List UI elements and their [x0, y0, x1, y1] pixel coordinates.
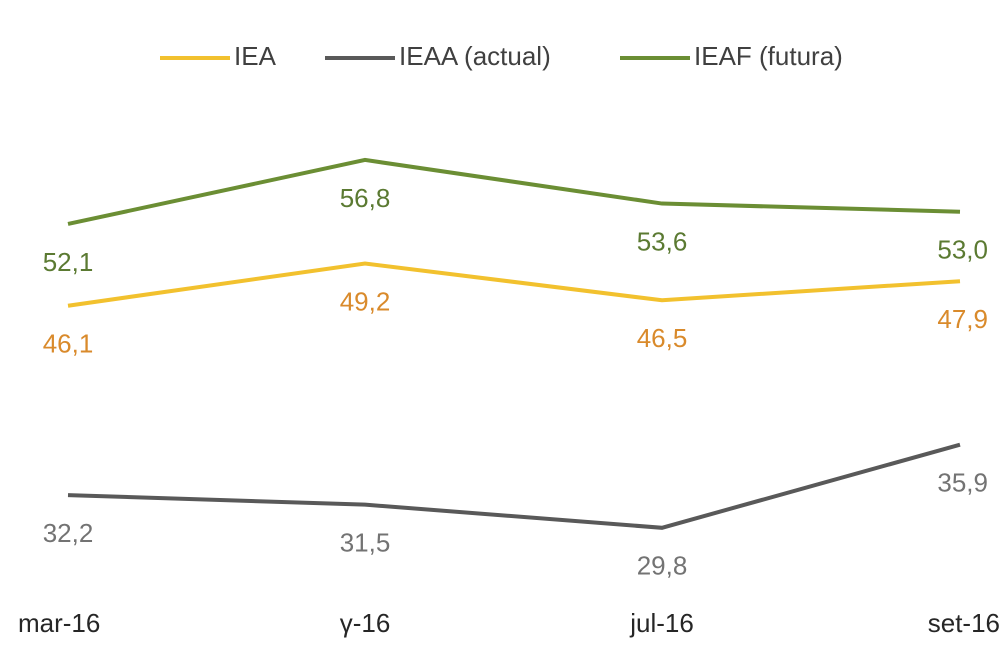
series-line	[67, 157, 961, 226]
data-label: 46,1	[43, 329, 94, 359]
data-label: 47,9	[937, 304, 988, 334]
data-label: 56,8	[340, 183, 391, 213]
legend-label: IEAA (actual)	[399, 41, 551, 71]
data-label: 53,6	[637, 226, 688, 256]
x-tick-label: jul-16	[629, 608, 694, 638]
data-label: 35,9	[937, 468, 988, 498]
data-label: 29,8	[637, 551, 688, 581]
legend-label: IEAF (futura)	[694, 41, 843, 71]
x-tick-label: γ-16	[340, 608, 391, 638]
data-label: 53,0	[937, 235, 988, 265]
data-label: 32,2	[43, 518, 94, 548]
x-tick-label: set-16	[928, 608, 1000, 638]
data-label: 46,5	[637, 323, 688, 353]
legend-label: IEA	[234, 41, 277, 71]
data-label: 49,2	[340, 286, 391, 316]
data-label: 31,5	[340, 528, 391, 558]
x-tick-label: mar-16	[18, 608, 100, 638]
data-label: 52,1	[43, 247, 94, 277]
series-line	[67, 442, 961, 530]
series-line	[67, 261, 961, 308]
